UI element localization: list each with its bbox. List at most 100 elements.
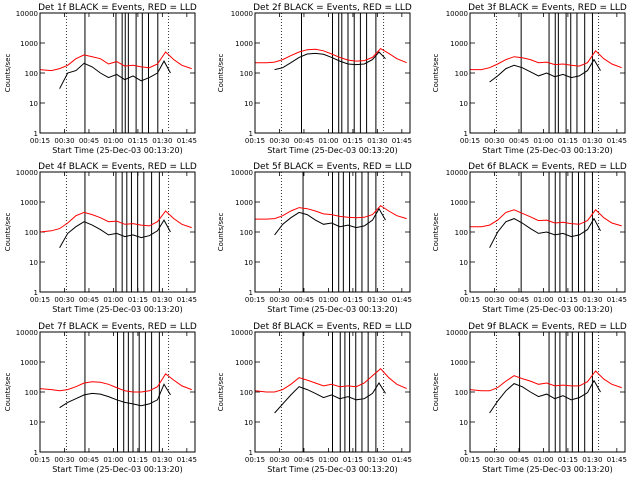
x-tick-label: 00:15: [30, 456, 50, 464]
panel-7: Det 7f BLACK = Events, RED = LLD Counts/s…: [4, 322, 197, 474]
panel-title: Det 9f BLACK = Events, RED = LLD: [468, 322, 627, 332]
plot-frame: [469, 331, 626, 453]
series-lld-line: [39, 373, 192, 393]
x-tick-label: 00:15: [245, 137, 265, 145]
x-tick-label: 01:15: [558, 456, 578, 464]
y-axis-label: Counts/sec: [4, 54, 12, 93]
x-tick-label: 01:45: [607, 137, 627, 145]
x-tick-label: 01:45: [177, 137, 197, 145]
x-tick-label: 00:45: [294, 296, 314, 304]
series-lld-line: [254, 368, 407, 393]
series-lld-line: [255, 205, 407, 220]
y-tick-label: 10: [244, 419, 253, 427]
y-axis-label: Counts/sec: [432, 54, 440, 93]
panel-title: Det 3f BLACK = Events, RED = LLD: [468, 3, 627, 13]
series-events-line: [489, 58, 601, 83]
y-tick-label: 100: [455, 70, 468, 78]
x-tick-label: 01:45: [392, 137, 412, 145]
y-tick-label: 10: [459, 100, 468, 108]
series-events-line: [59, 219, 171, 248]
y-tick-label: 1000: [20, 199, 38, 207]
x-tick-label: 00:45: [79, 296, 99, 304]
x-tick-label: 01:30: [582, 296, 602, 304]
x-tick-label: 00:45: [509, 137, 529, 145]
series-events-line: [274, 51, 386, 71]
x-tick-label: 01:45: [392, 296, 412, 304]
series-lld-line: [39, 51, 192, 72]
panel-title: Det 8f BLACK = Events, RED = LLD: [253, 322, 412, 332]
x-tick-label: 00:15: [245, 296, 265, 304]
x-tick-label: 01:00: [103, 456, 123, 464]
y-axis-label: Counts/sec: [217, 373, 225, 412]
x-axis-label: Start Time (25-Dec-03 00:13:20): [52, 465, 183, 474]
x-tick-label: 00:30: [269, 296, 289, 304]
y-tick-label: 100: [240, 70, 253, 78]
panel-1: Det 1f BLACK = Events, RED = LLD Counts/s…: [4, 3, 197, 155]
x-tick-label: 01:15: [343, 296, 363, 304]
y-tick-label: 1000: [450, 40, 468, 48]
series-lld-line: [255, 47, 407, 64]
x-tick-label: 01:00: [318, 296, 338, 304]
y-tick-label: 1000: [235, 359, 253, 367]
series-events-line: [274, 207, 386, 236]
series-events-line: [274, 382, 386, 414]
plot-frame: [39, 12, 196, 134]
plot-frame: [39, 331, 196, 453]
y-tick-label: 10000: [446, 169, 468, 177]
y-tick-label: 10000: [231, 329, 253, 337]
x-tick-label: 00:15: [460, 137, 480, 145]
x-tick-label: 00:30: [54, 296, 74, 304]
plot-frame: [254, 12, 411, 134]
x-tick-label: 01:45: [177, 456, 197, 464]
x-axis-label: Start Time (25-Dec-03 00:13:20): [267, 146, 398, 155]
y-tick-label: 1000: [235, 40, 253, 48]
x-axis-label: Start Time (25-Dec-03 00:13:20): [482, 305, 613, 314]
panel-title: Det 4f BLACK = Events, RED = LLD: [38, 162, 197, 172]
y-axis-label: Counts/sec: [217, 213, 225, 252]
x-axis-label: Start Time (25-Dec-03 00:13:20): [482, 146, 613, 155]
x-tick-label: 01:15: [558, 296, 578, 304]
y-tick-label: 10: [29, 100, 38, 108]
x-tick-label: 00:30: [484, 137, 504, 145]
y-tick-label: 100: [455, 229, 468, 237]
x-axis-label: Start Time (25-Dec-03 00:13:20): [267, 305, 398, 314]
panel-6: Det 6f BLACK = Events, RED = LLD Counts/s…: [432, 162, 627, 314]
panel-3: Det 3f BLACK = Events, RED = LLD Counts/s…: [432, 3, 627, 155]
x-tick-label: 01:00: [103, 296, 123, 304]
y-axis-label: Counts/sec: [4, 373, 12, 412]
y-tick-label: 10: [459, 259, 468, 267]
x-tick-label: 01:45: [607, 296, 627, 304]
y-axis-label: Counts/sec: [217, 54, 225, 93]
x-tick-label: 00:45: [509, 456, 529, 464]
panel-title: Det 2f BLACK = Events, RED = LLD: [253, 3, 412, 13]
panel-title: Det 1f BLACK = Events, RED = LLD: [38, 3, 197, 13]
y-tick-label: 10: [29, 259, 38, 267]
y-tick-label: 1: [249, 289, 253, 297]
panel-title: Det 7f BLACK = Events, RED = LLD: [38, 322, 197, 332]
y-tick-label: 1: [34, 130, 38, 138]
series-events-line: [59, 60, 171, 89]
y-tick-label: 10000: [231, 10, 253, 18]
y-tick-label: 10000: [446, 10, 468, 18]
x-tick-label: 01:15: [128, 456, 148, 464]
plot-frame: [469, 171, 626, 293]
y-tick-label: 1000: [235, 199, 253, 207]
y-tick-label: 100: [240, 389, 253, 397]
panel-8: Det 8f BLACK = Events, RED = LLD Counts/s…: [217, 322, 412, 474]
x-tick-label: 01:00: [103, 137, 123, 145]
x-tick-label: 01:15: [128, 296, 148, 304]
x-tick-label: 00:15: [30, 296, 50, 304]
x-tick-label: 00:15: [245, 456, 265, 464]
x-tick-label: 01:30: [367, 137, 387, 145]
series-events-line: [489, 217, 601, 248]
y-tick-label: 1: [249, 449, 253, 457]
x-tick-label: 00:45: [79, 456, 99, 464]
x-tick-label: 01:45: [392, 456, 412, 464]
x-tick-label: 00:30: [484, 296, 504, 304]
x-tick-label: 00:30: [54, 456, 74, 464]
x-tick-label: 01:45: [607, 456, 627, 464]
x-tick-label: 01:15: [128, 137, 148, 145]
y-tick-label: 10: [459, 419, 468, 427]
x-tick-label: 01:30: [582, 456, 602, 464]
series-lld-line: [39, 210, 192, 233]
